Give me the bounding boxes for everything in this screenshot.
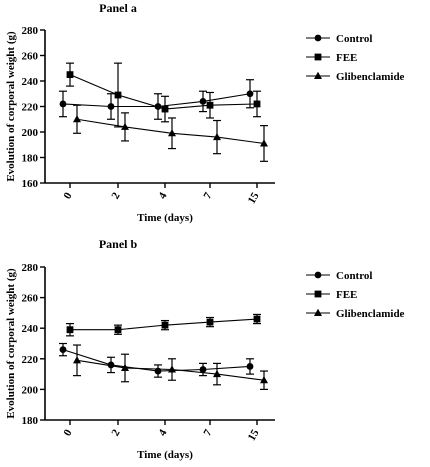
series-fee — [66, 62, 261, 128]
y-tick-label: 240 — [22, 323, 39, 335]
legend-marker — [314, 71, 322, 79]
series-control — [59, 79, 254, 120]
data-point — [66, 71, 74, 79]
data-point — [253, 315, 261, 323]
series-fee — [66, 313, 261, 337]
data-point — [206, 318, 214, 326]
legend-label: Glibenclamide — [336, 71, 405, 83]
y-tick-label: 180 — [22, 153, 39, 165]
legend-label: Control — [336, 270, 372, 282]
panel-title: Panel a — [99, 1, 137, 15]
legend-label: FEE — [336, 289, 357, 301]
legend-marker — [314, 290, 322, 298]
legend-marker — [314, 271, 322, 279]
data-point — [246, 363, 254, 370]
panel-title: Panel b — [99, 237, 138, 251]
panel-b: Panel b 180 200 220 240 260 280 0 2 4 7 15 Evolution… — [5, 237, 405, 461]
data-point — [66, 326, 74, 334]
x-tick-label: 2 — [109, 190, 122, 201]
data-point — [59, 346, 67, 354]
legend-label: FEE — [336, 52, 357, 64]
y-axis-label: Evolution of corporal weight (g) — [5, 268, 17, 419]
x-tick-label: 15 — [246, 190, 262, 206]
data-point — [59, 100, 67, 108]
y-tick-label: 160 — [22, 178, 39, 190]
panel-a: Panel a 160 180 200 220 240 260 280 0 2 4 7 15 Evolut… — [5, 1, 405, 224]
data-point — [121, 363, 129, 371]
series-line — [62, 349, 251, 372]
data-point — [253, 100, 261, 108]
data-point — [260, 139, 268, 147]
x-tick-label: 7 — [201, 190, 214, 201]
legend-label: Glibenclamide — [336, 308, 405, 320]
y-tick-label: 220 — [22, 354, 39, 366]
x-tick-label: 2 — [109, 427, 122, 438]
data-point — [206, 101, 214, 109]
legend-marker — [314, 34, 322, 42]
data-point — [168, 365, 176, 373]
data-point — [107, 361, 115, 369]
data-point — [199, 98, 207, 105]
data-point — [260, 376, 268, 384]
series-control — [59, 342, 254, 378]
x-tick-label: 7 — [201, 427, 214, 438]
series-glibenclamide — [73, 104, 268, 162]
series-line — [76, 118, 265, 145]
y-tick-label: 220 — [22, 102, 39, 114]
data-point — [246, 90, 254, 98]
x-tick-label: 0 — [61, 427, 74, 438]
data-point — [161, 105, 169, 113]
y-tick-label: 280 — [22, 262, 39, 274]
y-tick-label: 260 — [22, 51, 39, 63]
x-axis-label: Time (days) — [137, 449, 193, 461]
series-glibenclamide — [73, 344, 268, 390]
series-line — [69, 74, 258, 110]
data-point — [121, 122, 129, 130]
y-tick-label: 200 — [22, 384, 39, 396]
x-tick-label: 15 — [246, 427, 262, 443]
y-tick-label: 240 — [22, 76, 39, 88]
data-point — [114, 326, 122, 334]
data-point — [161, 321, 169, 329]
data-point — [114, 91, 122, 99]
y-tick-label: 180 — [22, 415, 39, 427]
y-axis-label: Evolution of corporal weight (g) — [5, 31, 17, 182]
x-tick-label: 0 — [61, 190, 74, 201]
data-point — [73, 115, 81, 123]
data-point — [107, 103, 115, 110]
y-tick-label: 260 — [22, 293, 39, 305]
legend-marker — [314, 53, 322, 61]
y-tick-label: 280 — [22, 25, 39, 37]
legend-label: Control — [336, 33, 372, 45]
data-point — [213, 369, 221, 378]
data-point — [199, 366, 207, 373]
data-point — [73, 356, 81, 364]
x-tick-label: 4 — [156, 190, 169, 201]
data-point — [213, 132, 221, 141]
x-axis-label: Time (days) — [137, 212, 193, 224]
legend-marker — [314, 308, 322, 316]
x-tick-label: 4 — [156, 427, 169, 438]
data-point — [168, 129, 176, 137]
y-tick-label: 200 — [22, 127, 39, 139]
